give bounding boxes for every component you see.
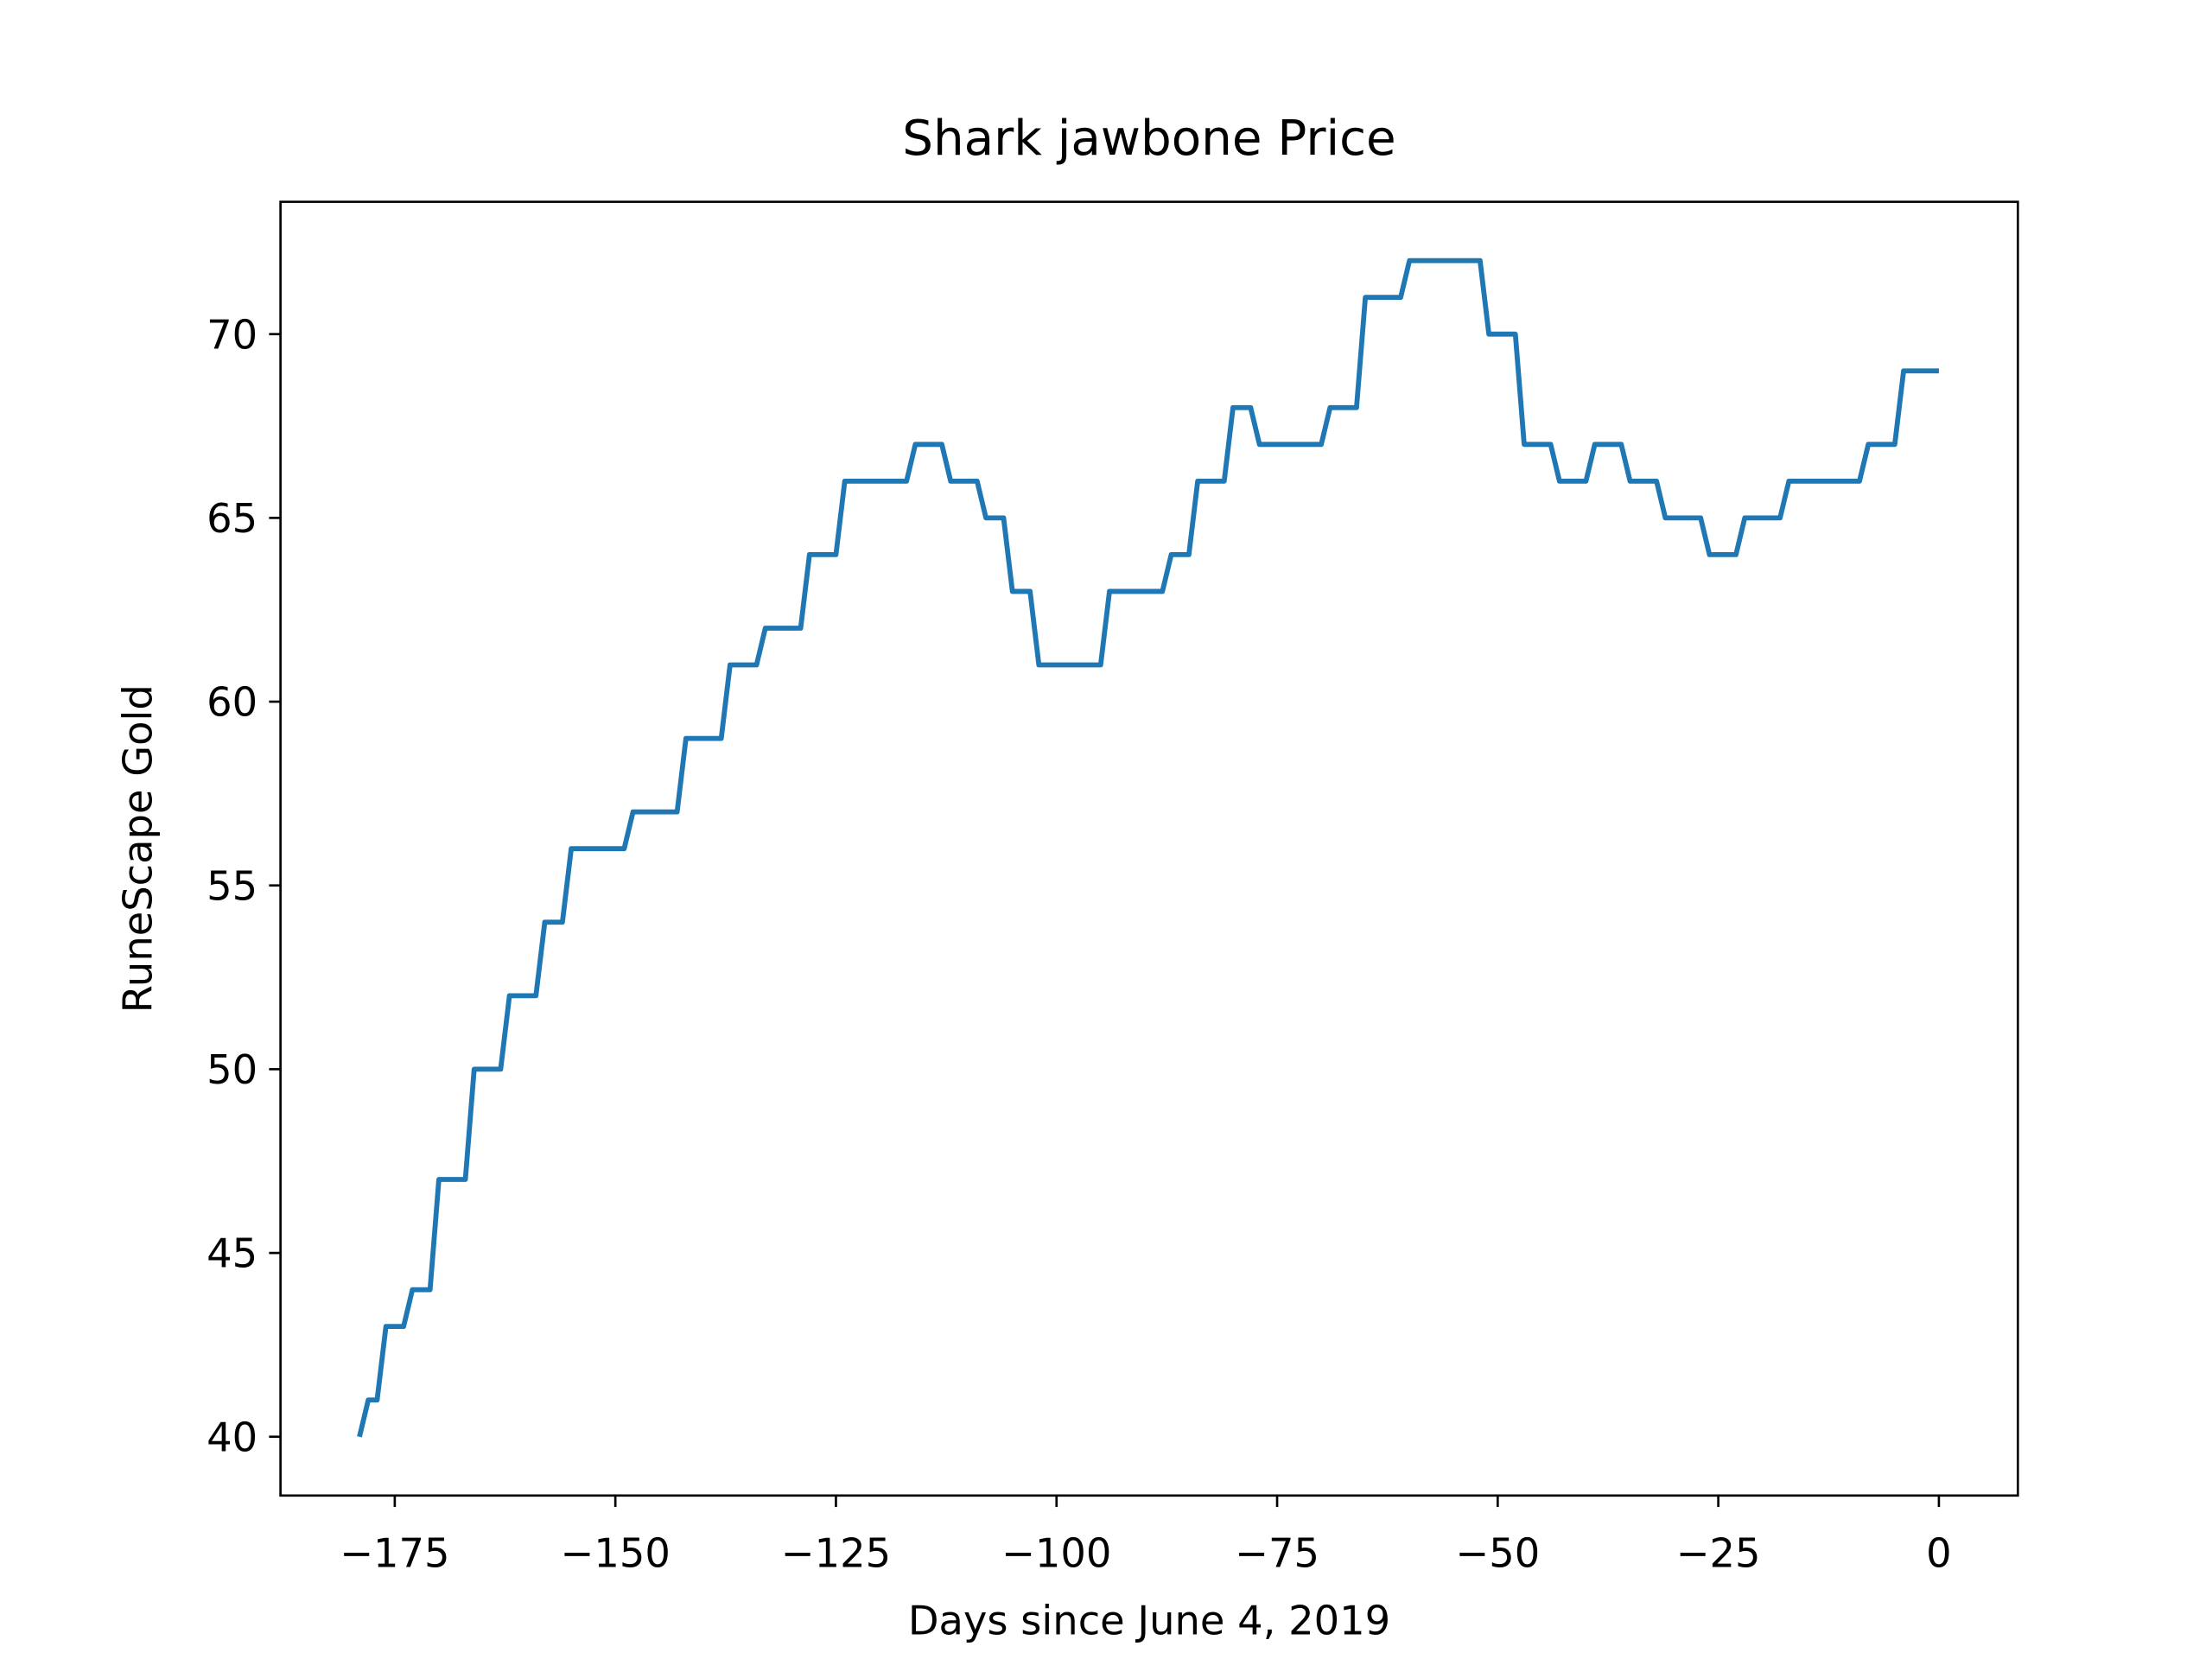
y-axis-label: RuneScape Gold (115, 684, 162, 1013)
x-tick-label: −75 (1235, 1530, 1319, 1577)
y-tick-label: 65 (207, 495, 257, 542)
x-tick-label: −125 (781, 1530, 891, 1577)
x-tick-label: 0 (1926, 1530, 1952, 1577)
x-axis-label: Days since June 4, 2019 (908, 1597, 1390, 1643)
x-tick-label: −150 (560, 1530, 670, 1577)
x-tick-label: −175 (340, 1530, 449, 1577)
y-tick-label: 40 (207, 1414, 257, 1460)
x-tick-label: −50 (1455, 1530, 1540, 1577)
y-tick-label: 60 (207, 679, 257, 726)
y-tick-label: 55 (207, 862, 257, 909)
plot-frame (279, 200, 2019, 1497)
y-tick-label: 45 (207, 1230, 257, 1277)
y-tick-label: 70 (207, 311, 257, 358)
chart-title: Shark jawbone Price (902, 111, 1395, 167)
x-tick-label: −100 (1001, 1530, 1111, 1577)
y-tick-label: 50 (207, 1046, 257, 1093)
x-tick-label: −25 (1676, 1530, 1761, 1577)
line-series (357, 257, 1939, 1438)
